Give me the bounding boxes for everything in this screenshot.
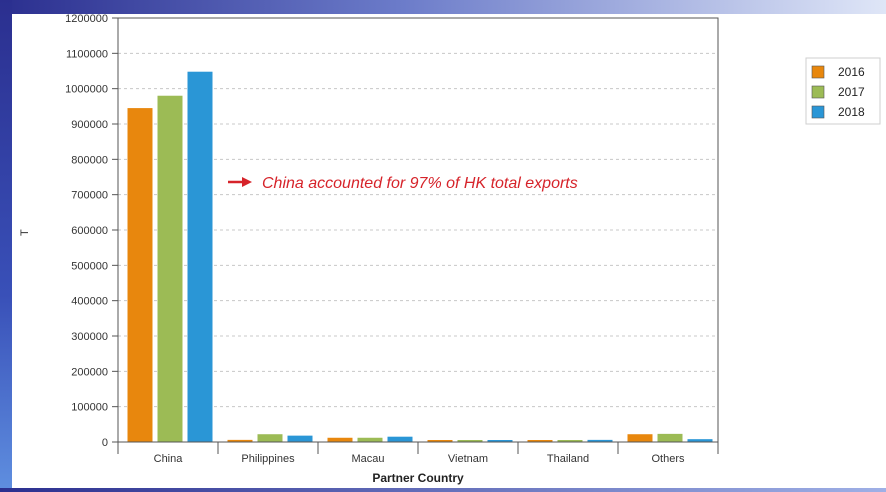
bar-2017-philippines <box>257 434 283 442</box>
x-axis-title: Partner Country <box>372 471 464 485</box>
y-tick-label: 1200000 <box>65 13 108 25</box>
bar-2018-thailand <box>587 439 613 442</box>
legend-swatch-2016 <box>811 65 825 79</box>
y-tick-label: 200000 <box>71 366 108 378</box>
x-tick-label: China <box>154 453 184 465</box>
axes: 0 100000 200000 300000 400000 500000 600000 700… <box>65 13 719 465</box>
y-tick-label: 900000 <box>71 119 108 131</box>
slide-left-band <box>0 0 12 492</box>
bar-2018-china <box>187 71 213 442</box>
bar-2016-vietnam <box>427 440 453 442</box>
bar-2017-macau <box>357 437 383 442</box>
bar-2016-china <box>127 108 153 442</box>
y-tick-label: 400000 <box>71 296 108 308</box>
x-tick-label: Thailand <box>547 453 589 465</box>
bar-2018-philippines <box>287 435 313 442</box>
x-tick-label: Macau <box>351 453 384 465</box>
legend-label-2018: 2018 <box>838 105 865 119</box>
gridlines <box>118 52 718 408</box>
y-tick-label: 0 <box>102 437 108 449</box>
annotation-text: China accounted for 97% of HK total expo… <box>262 175 578 192</box>
bar-2017-china <box>157 95 183 442</box>
y-axis-label: T <box>19 229 31 236</box>
slide-bottom-band <box>0 488 886 492</box>
bar-2017-vietnam <box>457 440 483 442</box>
x-tick-label: Philippines <box>241 453 295 465</box>
y-tick-label: 800000 <box>71 154 108 166</box>
bar-2016-macau <box>327 437 353 442</box>
bar-2018-others <box>687 439 713 442</box>
y-tick-label: 1100000 <box>66 48 108 60</box>
annotation: China accounted for 97% of HK total expo… <box>228 175 578 192</box>
legend: 2016 2017 2018 <box>805 57 881 125</box>
y-tick-label: 1000000 <box>65 84 108 96</box>
y-tick-label: 600000 <box>71 225 108 237</box>
bar-2017-others <box>657 433 683 442</box>
x-tick-label: Others <box>651 453 685 465</box>
annotation-arrow-head <box>242 177 252 187</box>
bar-2018-macau <box>387 436 413 442</box>
slide-top-band <box>0 0 886 14</box>
legend-label-2016: 2016 <box>838 65 865 79</box>
y-tick-label: 300000 <box>71 331 108 343</box>
bar-2017-thailand <box>557 440 583 442</box>
legend-swatch-2018 <box>811 105 825 119</box>
bars <box>127 71 713 442</box>
bar-2016-others <box>627 434 653 442</box>
legend-swatch-2017 <box>811 85 825 99</box>
bar-2016-thailand <box>527 440 553 442</box>
x-tick-label: Vietnam <box>448 453 488 465</box>
bar-2018-vietnam <box>487 440 513 442</box>
y-tick-label: 500000 <box>71 260 108 272</box>
legend-label-2017: 2017 <box>838 85 865 99</box>
bar-2016-philippines <box>227 439 253 442</box>
y-tick-label: 700000 <box>71 190 108 202</box>
y-tick-label: 100000 <box>71 402 108 414</box>
